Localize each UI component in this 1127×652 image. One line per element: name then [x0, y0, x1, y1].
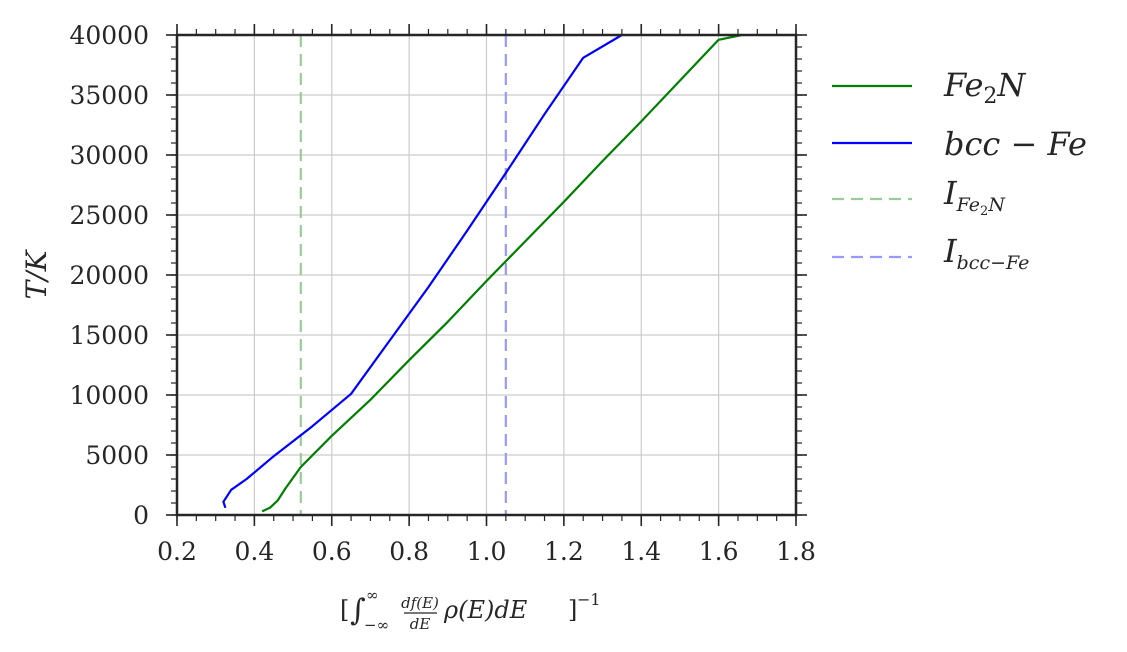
x-tick-label: 0.4 — [234, 537, 274, 566]
y-tick-label: 15000 — [69, 321, 149, 350]
series-line-0 — [261, 33, 743, 513]
x-tick-label: 1.6 — [699, 537, 739, 566]
legend-entry-fe2n: Fe2N — [832, 66, 1026, 109]
legend-entry-i-fe2n: IFe2N — [832, 174, 1006, 219]
y-tick-label: 30000 — [69, 141, 149, 170]
svg-text:−∞: −∞ — [364, 616, 389, 634]
legend-label-i-bcc-fe: Ibcc−Fe — [943, 232, 1029, 274]
svg-text:∞: ∞ — [366, 586, 379, 604]
y-tick-label: 35000 — [69, 81, 149, 110]
x-tick-label: 0.6 — [312, 537, 352, 566]
ticks — [166, 24, 807, 526]
x-tick-label: 1.2 — [544, 537, 584, 566]
y-tick-labels: 0 5000 10000 15000 20000 25000 30000 35000 40000 — [69, 21, 149, 530]
x-tick-label: 0.2 — [157, 537, 197, 566]
y-tick-label: 0 — [133, 501, 149, 530]
x-tick-labels: 0.2 0.4 0.6 0.8 1.0 1.2 1.4 1.6 1.8 — [157, 537, 816, 566]
legend-entry-i-bcc-fe: Ibcc−Fe — [832, 232, 1029, 274]
y-tick-label: 40000 — [69, 21, 149, 50]
y-tick-label: 5000 — [85, 441, 149, 470]
x-axis-label: [ ∫ ∞ −∞ df(E) dE ρ(E)dE ] −1 — [340, 586, 601, 634]
legend-entry-bcc-fe: bcc − Fe — [832, 125, 1087, 163]
svg-text:∫: ∫ — [350, 593, 366, 628]
x-tick-label: 0.8 — [389, 537, 429, 566]
y-axis-label: T/K — [20, 248, 53, 299]
svg-text:−1: −1 — [577, 590, 601, 609]
series-line-1 — [222, 34, 623, 509]
legend-label-i-fe2n: IFe2N — [943, 174, 1006, 219]
y-tick-label: 25000 — [69, 201, 149, 230]
svg-text:df(E): df(E) — [401, 594, 439, 612]
series-lines — [222, 33, 743, 513]
y-tick-label: 20000 — [69, 261, 149, 290]
y-tick-label: 10000 — [69, 381, 149, 410]
svg-text:dE: dE — [410, 615, 431, 633]
x-tick-label: 1.4 — [621, 537, 661, 566]
legend: Fe2N bcc − Fe IFe2N Ibcc−Fe — [832, 66, 1087, 274]
legend-label-bcc-fe: bcc − Fe — [944, 125, 1087, 163]
grid — [176, 34, 797, 516]
x-tick-label: 1.0 — [467, 537, 507, 566]
svg-text:]: ] — [568, 596, 577, 624]
svg-text:[: [ — [340, 596, 349, 624]
legend-label-fe2n: Fe2N — [943, 66, 1026, 109]
svg-text:ρ(E)dE: ρ(E)dE — [443, 596, 528, 624]
x-tick-label: 1.8 — [776, 537, 816, 566]
